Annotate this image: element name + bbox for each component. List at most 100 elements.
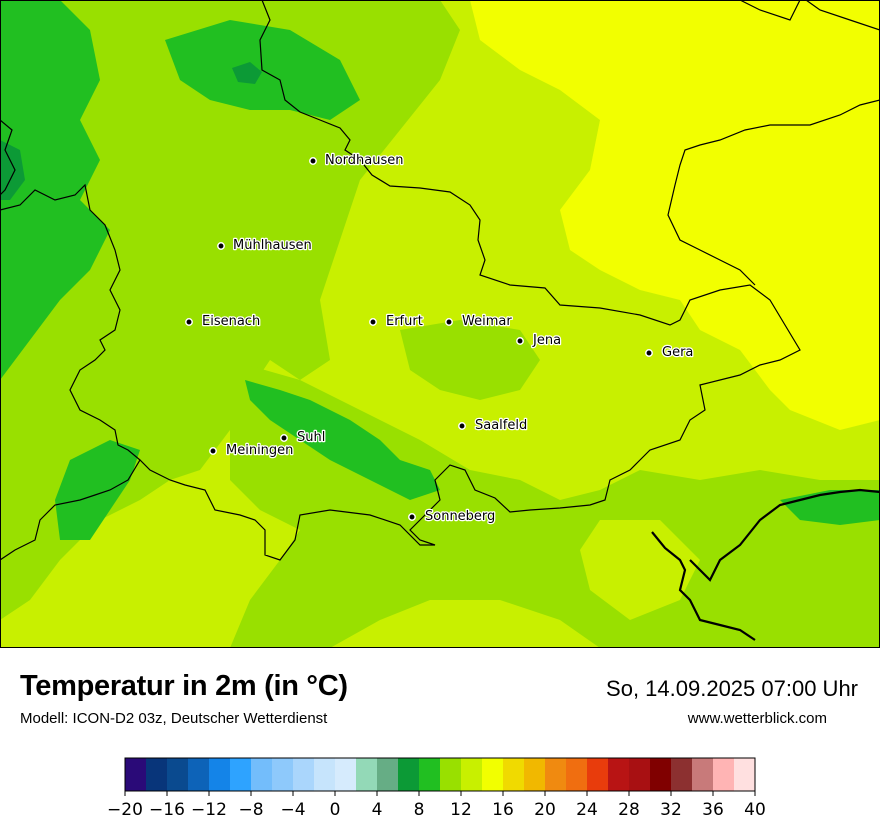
legend-swatch xyxy=(545,758,567,791)
legend-swatch xyxy=(356,758,378,791)
legend-swatch xyxy=(293,758,315,791)
state-border xyxy=(667,0,880,286)
legend-tick-label: −12 xyxy=(191,800,227,820)
legend-tick-label: 12 xyxy=(450,800,472,820)
legend-swatch xyxy=(209,758,231,791)
footer: Temperatur in 2m (in °C) Modell: ICON-D2… xyxy=(0,648,880,830)
city-marker xyxy=(516,337,524,345)
legend-swatch xyxy=(671,758,693,791)
city-marker xyxy=(280,434,288,442)
legend-swatch xyxy=(650,758,672,791)
city-jena: Jena xyxy=(516,332,562,349)
legend-swatch xyxy=(503,758,525,791)
city-marker xyxy=(309,157,317,165)
city-erfurt: Erfurt xyxy=(369,313,424,330)
temperature-zone-green xyxy=(230,360,880,648)
city-label: Erfurt xyxy=(386,314,423,329)
legend-swatch xyxy=(713,758,735,791)
city-label: Nordhausen xyxy=(325,153,404,168)
legend-swatch xyxy=(419,758,441,791)
city-marker xyxy=(645,349,653,357)
city-marker xyxy=(369,318,377,326)
national-border xyxy=(651,488,880,641)
legend-tick-label: 0 xyxy=(330,800,341,820)
legend-swatch xyxy=(692,758,714,791)
legend-swatch xyxy=(629,758,651,791)
legend-swatch xyxy=(251,758,273,791)
city-marker xyxy=(217,242,225,250)
legend-swatch xyxy=(734,758,756,791)
legend-tick-label: 32 xyxy=(660,800,682,820)
city-sonneberg: Sonneberg xyxy=(408,508,497,525)
legend-tick-label: 40 xyxy=(744,800,766,820)
temperature-zone-darkgreen xyxy=(55,440,140,540)
temperature-zone-lightgreen xyxy=(580,520,700,620)
legend-swatch xyxy=(461,758,483,791)
city-marker xyxy=(408,513,416,521)
city-suhl: Suhl xyxy=(280,429,327,446)
legend-swatch xyxy=(566,758,588,791)
city-label: Gera xyxy=(662,345,693,360)
state-border xyxy=(0,0,801,561)
legend-tick-label: −16 xyxy=(149,800,185,820)
temperature-zone-darkgreen xyxy=(245,380,440,500)
city-marker xyxy=(209,447,217,455)
city-label: Saalfeld xyxy=(475,418,527,433)
legend-swatch xyxy=(125,758,147,791)
website-credit: www.wetterblick.com xyxy=(687,710,827,727)
legend-tick-label: 20 xyxy=(534,800,556,820)
temperature-zone-green xyxy=(400,320,540,400)
city-label: Eisenach xyxy=(202,314,260,329)
legend-frame xyxy=(124,757,756,792)
temperature-zone-yellow xyxy=(470,0,880,430)
legend-swatch xyxy=(272,758,294,791)
temperature-zone-coldest xyxy=(232,62,262,84)
legend-swatch xyxy=(146,758,168,791)
city-muehlhausen: Mühlhausen xyxy=(217,237,313,254)
model-credit: Modell: ICON-D2 03z, Deutscher Wetterdie… xyxy=(20,710,328,727)
legend-tick-label: −20 xyxy=(107,800,143,820)
temperature-map: Nordhausen Mühlhausen Eisenach Erfurt We… xyxy=(0,0,880,648)
city-label: Jena xyxy=(532,333,561,348)
temperature-zone-lightgreen xyxy=(120,490,240,590)
legend-swatch xyxy=(440,758,462,791)
legend-swatch xyxy=(482,758,504,791)
city-weimar: Weimar xyxy=(445,313,514,330)
city-marker xyxy=(458,422,466,430)
map-title: Temperatur in 2m (in °C) xyxy=(20,670,348,702)
legend-tick-label: 4 xyxy=(372,800,383,820)
city-label: Weimar xyxy=(462,314,512,329)
state-border xyxy=(0,119,141,461)
city-label: Suhl xyxy=(297,430,325,445)
legend-tick-label: −8 xyxy=(238,800,263,820)
city-saalfeld: Saalfeld xyxy=(458,417,529,434)
city-gera: Gera xyxy=(645,344,695,361)
legend-swatch xyxy=(587,758,609,791)
city-label: Meiningen xyxy=(226,443,293,458)
temperature-zone-coldest xyxy=(0,140,25,200)
city-eisenach: Eisenach xyxy=(185,313,261,330)
city-nordhausen: Nordhausen xyxy=(309,152,405,169)
valid-datetime: So, 14.09.2025 07:00 Uhr xyxy=(606,676,858,701)
legend-swatch xyxy=(524,758,546,791)
legend-tick-label: 16 xyxy=(492,800,514,820)
legend-swatch xyxy=(167,758,189,791)
legend-tick-label: −4 xyxy=(280,800,305,820)
legend-swatch xyxy=(608,758,630,791)
temperature-zone-darkgreen xyxy=(0,0,110,380)
legend-swatch xyxy=(188,758,210,791)
city-meiningen: Meiningen xyxy=(209,442,295,459)
legend-swatch xyxy=(314,758,336,791)
color-legend: −20 −16 −12 −8 −4 0 4 8 12 16 20 24 28 32 36 40 xyxy=(107,757,766,820)
legend-swatch xyxy=(377,758,399,791)
city-label: Mühlhausen xyxy=(233,238,312,253)
legend-tick-label: 36 xyxy=(702,800,724,820)
legend-tick-label: 8 xyxy=(414,800,425,820)
city-label: Sonneberg xyxy=(425,509,495,524)
city-marker xyxy=(185,318,193,326)
city-marker xyxy=(445,318,453,326)
legend-tick-label: 28 xyxy=(618,800,640,820)
legend-swatch xyxy=(230,758,252,791)
legend-swatch xyxy=(398,758,420,791)
legend-swatch xyxy=(335,758,357,791)
